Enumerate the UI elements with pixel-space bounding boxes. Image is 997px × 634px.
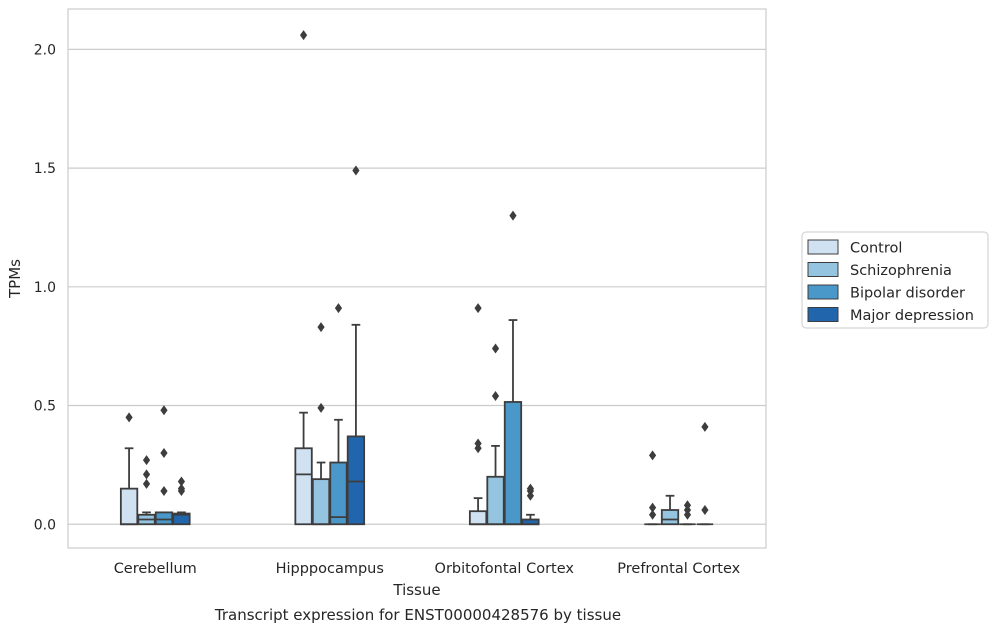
- boxes: [119, 30, 714, 526]
- legend-label: Major depression: [850, 308, 974, 324]
- outlier-point: [125, 412, 133, 423]
- outlier-point: [160, 448, 168, 459]
- outlier-point: [701, 421, 709, 432]
- outlier-point: [474, 438, 482, 449]
- x-tick-label: Orbitofontal Cortex: [435, 561, 575, 577]
- legend-swatch: [807, 262, 839, 277]
- box-1-2: [329, 303, 348, 526]
- box-0-1: [137, 455, 156, 526]
- box-body: [119, 487, 139, 526]
- box-body: [486, 475, 505, 526]
- box-1-3: [346, 165, 366, 526]
- box-0-3: [172, 476, 191, 526]
- figure-caption: Transcript expression for ENST0000042857…: [214, 606, 622, 624]
- outlier-point: [648, 509, 657, 520]
- box-2-1: [486, 343, 505, 526]
- outlier-point: [648, 502, 657, 513]
- plot-frame: [67, 8, 767, 549]
- outlier-point: [142, 478, 151, 489]
- box-body: [660, 509, 680, 526]
- outlier-point: [177, 476, 186, 487]
- outlier-point: [142, 455, 151, 466]
- outlier-point: [334, 303, 343, 314]
- outlier-point: [160, 486, 168, 497]
- outlier-point: [299, 30, 308, 41]
- y-tick-label: 0.0: [34, 517, 56, 533]
- legend-label: Schizophrenia: [850, 263, 952, 279]
- outlier-point: [160, 405, 168, 416]
- legend: Control Schizophrenia Bipolar disorder Majo…: [801, 231, 989, 329]
- outlier-point: [491, 391, 500, 402]
- y-tick-label: 1.0: [34, 280, 56, 296]
- legend-swatch: [807, 284, 839, 300]
- outlier-point: [474, 303, 482, 314]
- outlier-point: [683, 500, 692, 511]
- box-2-0: [468, 303, 488, 526]
- outlier-point: [352, 165, 360, 176]
- y-tick-labels: 0.0 0.5 1.0 1.5 2.0: [34, 42, 56, 533]
- box-3-1: [660, 494, 680, 526]
- outlier-point: [509, 210, 517, 221]
- x-axis-label: Tissue: [392, 581, 440, 599]
- box-body: [329, 461, 348, 526]
- y-tick-label: 1.5: [34, 161, 56, 177]
- gridlines: [68, 48, 766, 525]
- box-3-3: [696, 421, 714, 526]
- y-tick-label: 0.5: [34, 399, 56, 415]
- x-tick-label: Prefrontal Cortex: [617, 561, 740, 577]
- box-body: [311, 478, 331, 526]
- box-body: [503, 401, 523, 526]
- box-2-2: [503, 210, 523, 526]
- legend-swatch: [807, 239, 839, 255]
- outlier-point: [701, 505, 709, 516]
- x-tick-label: Cerebellum: [114, 561, 197, 577]
- outlier-point: [491, 343, 500, 354]
- legend-frame: [801, 231, 989, 329]
- x-tick-label: Hipppocampus: [276, 561, 384, 577]
- box-2-3: [521, 483, 540, 526]
- box-3-2: [679, 500, 696, 526]
- outlier-point: [317, 402, 325, 413]
- y-axis-label: TPMs: [6, 259, 24, 299]
- box-body: [468, 510, 488, 526]
- box-body: [346, 435, 366, 526]
- y-tick-label: 2.0: [34, 42, 56, 58]
- box-1-0: [294, 30, 313, 526]
- box-3-0: [644, 450, 661, 526]
- x-tick-labels: Cerebellum Hipppocampus Orbitofontal Corte…: [114, 561, 741, 577]
- legend-label: Control: [850, 241, 902, 257]
- outlier-point: [648, 450, 657, 461]
- outlier-point: [177, 483, 186, 494]
- box-1-1: [311, 322, 331, 526]
- box-0-2: [154, 405, 174, 526]
- legend-label: Bipolar disorder: [850, 286, 965, 302]
- outlier-point: [317, 322, 325, 333]
- outlier-point: [526, 483, 535, 494]
- legend-swatch: [807, 307, 839, 322]
- box-body: [172, 512, 191, 526]
- box-0-0: [119, 412, 139, 526]
- outlier-point: [142, 469, 151, 480]
- box-body: [154, 511, 174, 526]
- box-body: [294, 447, 313, 526]
